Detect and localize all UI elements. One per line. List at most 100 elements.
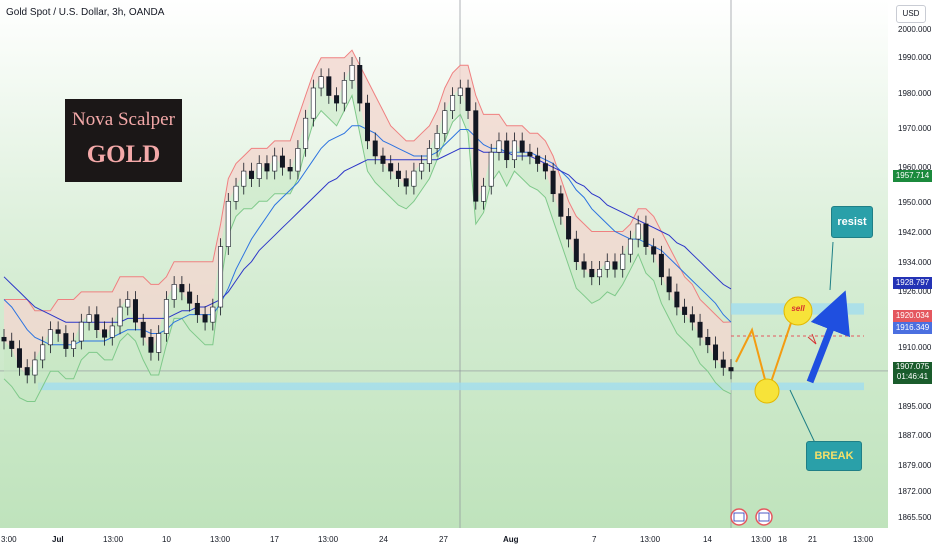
- up-arrow: [806, 290, 850, 384]
- candle-body: [573, 238, 579, 263]
- candle-body: [434, 133, 440, 149]
- candle-body: [163, 299, 169, 334]
- candle-body: [179, 284, 185, 293]
- y-tick-label: 1910.000: [898, 343, 932, 352]
- candle-body: [682, 306, 688, 315]
- y-tick-label: 2000.000: [898, 25, 932, 34]
- x-tick-label: 17: [270, 535, 279, 544]
- x-tick-label: 13:00: [640, 535, 661, 544]
- lower-band-line: [3, 94, 732, 402]
- candle-body: [202, 314, 208, 323]
- candle-body: [47, 329, 53, 346]
- x-tick-label: 13:00: [751, 535, 772, 544]
- y-tick-label: 1926.000: [898, 287, 932, 296]
- candle-body: [666, 276, 672, 293]
- candle-body: [326, 76, 332, 96]
- candle-body: [16, 348, 22, 368]
- x-tick-label: 24: [379, 535, 388, 544]
- candle-body: [558, 193, 564, 217]
- candle-body: [32, 359, 38, 376]
- price-tag-value: 1907.075: [895, 362, 930, 371]
- candle-body: [132, 299, 138, 323]
- break-pointer: [789, 389, 817, 446]
- resist-callout: resist: [831, 206, 873, 238]
- candle-body: [589, 268, 595, 278]
- candle-body: [24, 367, 30, 376]
- sell-tick-mark: [807, 333, 817, 345]
- candle-body: [372, 140, 378, 157]
- y-tick-label: 1895.000: [898, 402, 932, 411]
- candle-body: [527, 151, 533, 157]
- y-tick-label: 1980.000: [898, 89, 932, 98]
- candle-body: [303, 117, 309, 149]
- x-tick-label: 10: [162, 535, 171, 544]
- slow-ma-line: [3, 147, 732, 323]
- candle-body: [272, 155, 278, 172]
- candle-body: [542, 163, 548, 172]
- candle-body: [643, 223, 649, 247]
- x-tick-label: Aug: [503, 535, 519, 544]
- candle-body: [140, 321, 146, 338]
- support-zone: [38, 382, 864, 391]
- candle-body: [187, 291, 193, 304]
- candle-body: [620, 253, 626, 270]
- candle-body: [388, 163, 394, 172]
- currency-button[interactable]: USD: [896, 5, 926, 23]
- x-tick-label: 3:00: [1, 535, 17, 544]
- candle-body: [248, 170, 254, 179]
- time-axis-background: [0, 528, 932, 550]
- x-tick-label: Jul: [52, 535, 64, 544]
- price-tag-value: 1920.034: [895, 311, 930, 320]
- price-tag: 1916.349: [893, 322, 932, 334]
- x-tick-label: 7: [592, 535, 597, 544]
- candle-body: [442, 110, 448, 134]
- y-tick-label: 1990.000: [898, 53, 932, 62]
- x-tick-label: 21: [808, 535, 817, 544]
- y-tick-label: 1950.000: [898, 198, 932, 207]
- price-tag: 1928.797: [893, 277, 932, 289]
- candle-body: [705, 336, 711, 346]
- candle-body: [148, 336, 154, 353]
- candle-body: [78, 321, 84, 342]
- candle-body: [465, 87, 471, 111]
- candle-body: [674, 291, 680, 308]
- candle-body: [109, 325, 115, 338]
- y-tick-label: 1942.000: [898, 228, 932, 237]
- candle-body: [395, 170, 401, 179]
- candle-body: [604, 261, 610, 270]
- y-tick-label: 1865.500: [898, 513, 932, 522]
- y-tick-label: 1934.000: [898, 258, 932, 267]
- price-tag: 1920.034: [893, 310, 932, 322]
- candle-body: [55, 329, 61, 334]
- x-tick-label: 27: [439, 535, 448, 544]
- candle-body: [519, 140, 525, 153]
- candle-body: [125, 299, 131, 308]
- candle-body: [40, 344, 46, 361]
- candle-body: [481, 185, 487, 202]
- resist-pointer: [829, 241, 834, 291]
- candle-body: [550, 170, 556, 195]
- break-circle: [754, 378, 780, 404]
- candle-body: [426, 148, 432, 164]
- candle-body: [334, 95, 340, 104]
- candle-body: [295, 148, 301, 172]
- candle-body: [225, 200, 231, 247]
- bull-cloud: [4, 65, 731, 402]
- price-tag: 1907.075 01:46:41: [893, 362, 932, 384]
- candle-body: [597, 268, 603, 278]
- y-tick-label: 1887.000: [898, 431, 932, 440]
- x-tick-label: 13:00: [318, 535, 339, 544]
- candle-body: [720, 359, 726, 368]
- sell-label: sell: [791, 304, 805, 313]
- chart-title: Gold Spot / U.S. Dollar, 3h, OANDA: [6, 7, 165, 18]
- price-axis-background: [888, 0, 932, 550]
- candle-body: [117, 306, 123, 327]
- candle-body: [241, 170, 247, 187]
- candle-body: [566, 216, 572, 240]
- y-tick-label: 1970.000: [898, 124, 932, 133]
- candle-body: [210, 306, 216, 323]
- candle-body: [697, 321, 703, 338]
- candle-body: [627, 238, 633, 255]
